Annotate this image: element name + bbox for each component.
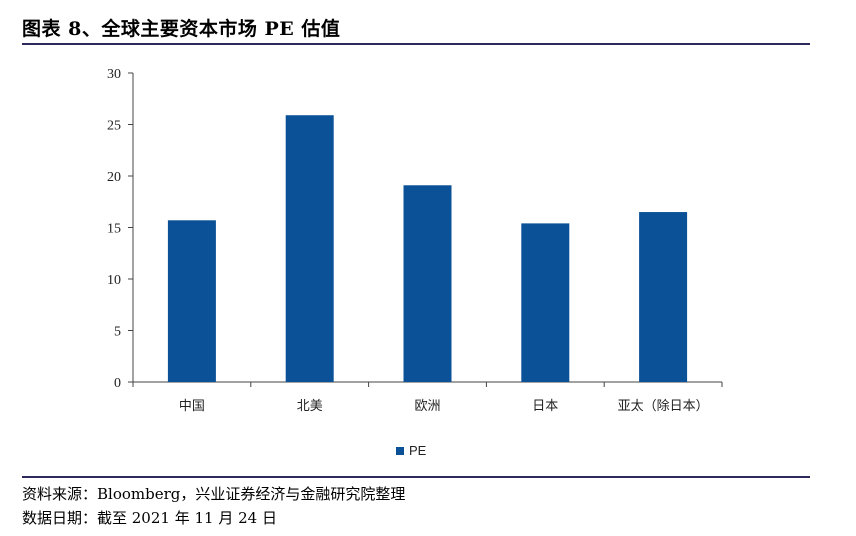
legend-swatch — [396, 446, 404, 455]
title-rule — [22, 43, 810, 45]
category-label: 中国 — [179, 399, 205, 414]
bar — [403, 185, 452, 382]
y-tick-label: 10 — [107, 273, 121, 288]
bar — [521, 223, 570, 382]
bar-chart: 0 5 10 15 20 25 30 中国 北美 欧洲 日本 亚太（除日本） — [107, 67, 723, 414]
y-tick-label: 15 — [107, 222, 121, 237]
y-tick-label: 20 — [107, 170, 121, 185]
category-label: 欧洲 — [414, 399, 440, 414]
category-labels: 中国 北美 欧洲 日本 亚太（除日本） — [179, 399, 709, 414]
y-tick-label: 0 — [114, 376, 121, 391]
date-note: 数据日期：截至 2021 年 11 月 24 日 — [22, 509, 277, 527]
bar — [285, 115, 334, 382]
y-axis: 0 5 10 15 20 25 30 — [107, 67, 134, 391]
bar — [167, 220, 216, 382]
category-label: 日本 — [532, 399, 558, 414]
y-tick-label: 25 — [107, 119, 121, 134]
legend: PE — [396, 443, 426, 458]
category-label: 亚太（除日本） — [618, 399, 709, 414]
x-axis — [132, 381, 723, 387]
bars — [167, 115, 688, 382]
y-tick-label: 30 — [107, 67, 121, 82]
figure-title: 图表 8、全球主要资本市场 PE 估值 — [22, 18, 341, 40]
bar — [639, 212, 688, 382]
y-tick-label: 5 — [114, 325, 121, 340]
legend-label: PE — [409, 443, 427, 458]
footer-rule — [22, 476, 810, 478]
source-note: 资料来源：Bloomberg，兴业证券经济与金融研究院整理 — [22, 485, 406, 503]
category-label: 北美 — [297, 399, 323, 414]
